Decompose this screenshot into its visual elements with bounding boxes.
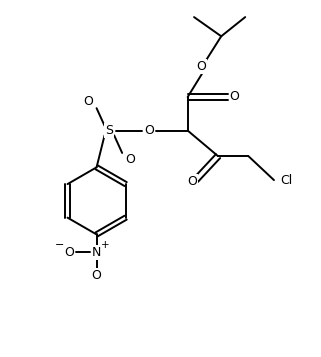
Text: O: O (144, 124, 154, 137)
Text: O: O (65, 246, 74, 258)
Text: O: O (230, 90, 239, 104)
Text: O: O (187, 175, 197, 188)
Text: Cl: Cl (280, 174, 292, 187)
Text: O: O (84, 95, 93, 108)
Text: +: + (101, 240, 110, 250)
Text: −: − (55, 240, 64, 250)
Text: O: O (196, 60, 206, 73)
Text: S: S (105, 124, 113, 137)
Text: O: O (91, 270, 101, 282)
Text: O: O (125, 153, 135, 166)
Text: N: N (92, 246, 101, 258)
